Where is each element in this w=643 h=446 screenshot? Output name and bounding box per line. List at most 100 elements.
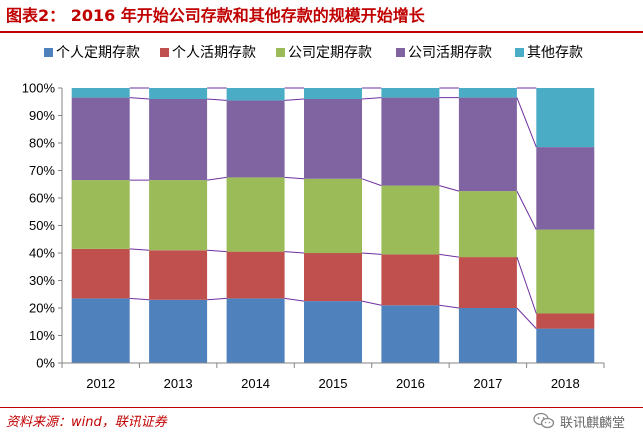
x-axis: 2012 2013 2014 2015 2016 2017 2018 <box>61 362 605 391</box>
y-tick-label: 30% <box>29 273 55 288</box>
series-lines <box>129 87 537 329</box>
chart-title: 图表2： 2016 年开始公司存款和其他存款的规模开始增长 <box>6 6 425 25</box>
series-1 <box>71 298 595 364</box>
wechat-icon <box>533 412 555 429</box>
series-line <box>284 176 305 180</box>
bar-segment <box>226 100 285 178</box>
series-line <box>129 97 150 100</box>
series-line <box>516 256 537 314</box>
legend-label: 公司活期存款 <box>408 45 492 61</box>
legend-item: 公司活期存款 <box>396 45 492 61</box>
x-tick-label: 2018 <box>551 376 580 391</box>
watermark: 联讯麒麟堂 <box>533 409 625 433</box>
x-tick-label: 2013 <box>164 376 193 391</box>
y-tick-label: 90% <box>29 108 55 123</box>
legend-item: 公司定期存款 <box>276 45 372 61</box>
x-tick-label: 2016 <box>396 376 425 391</box>
series-line <box>361 300 382 306</box>
bar-segment <box>71 248 130 299</box>
bar-segment <box>381 185 440 255</box>
bar-segment <box>381 254 440 306</box>
bar-segment <box>149 180 208 251</box>
bar-segment <box>458 97 517 192</box>
y-tick-label: 50% <box>29 218 55 233</box>
series-line <box>439 185 460 192</box>
bar-segment <box>71 298 130 363</box>
legend-swatch <box>160 48 169 57</box>
bar-segment <box>71 88 130 98</box>
series-line <box>129 297 150 301</box>
series-line <box>361 178 382 187</box>
y-tick-label: 40% <box>29 246 55 261</box>
series-line <box>207 249 227 253</box>
bar-segment <box>226 251 285 299</box>
bar-segment <box>381 97 440 186</box>
stacked-percent-bar-chart: 个人定期存款 个人活期存款 公司定期存款 公司活期存款 其他存款 0% 10% 20% 30%… <box>22 45 605 391</box>
series-5 <box>71 88 595 148</box>
legend-label: 其他存款 <box>527 45 583 61</box>
bar-segment <box>226 88 285 101</box>
legend-swatch <box>276 48 285 57</box>
legend-label: 公司定期存款 <box>288 45 372 61</box>
bar-segment <box>304 253 362 302</box>
title-divider <box>0 31 643 33</box>
series-2 <box>71 248 595 329</box>
watermark-text: 联讯麒麟堂 <box>559 415 625 431</box>
bar-segment <box>458 308 517 363</box>
y-tick-label: 20% <box>29 301 55 316</box>
series-3 <box>71 177 595 314</box>
bar-segment <box>381 305 440 364</box>
series-4 <box>71 97 595 230</box>
legend: 个人定期存款 个人活期存款 公司定期存款 公司活期存款 其他存款 <box>44 45 583 61</box>
series-line <box>129 248 150 251</box>
bar-segment <box>304 301 362 363</box>
bar-segment <box>149 88 208 99</box>
x-tick-label: 2015 <box>319 376 348 391</box>
legend-swatch <box>396 48 405 57</box>
bar-segment <box>149 299 208 364</box>
legend-item: 其他存款 <box>515 45 583 61</box>
y-tick-label: 10% <box>29 328 55 343</box>
bar-segment <box>536 328 595 363</box>
series-line <box>207 297 227 301</box>
series-line <box>284 98 305 101</box>
legend-item: 个人活期存款 <box>160 45 256 61</box>
series-line <box>361 252 382 255</box>
series-line <box>207 176 227 181</box>
bar-segment <box>149 99 208 181</box>
series-line <box>516 97 537 148</box>
series-line <box>516 307 537 329</box>
bar-segment <box>304 178 362 254</box>
series-line <box>439 304 459 309</box>
series-line <box>284 251 305 254</box>
legend-item: 个人定期存款 <box>44 45 140 61</box>
bar-segment <box>71 97 130 181</box>
bar-segment <box>381 88 440 98</box>
y-tick-label: 80% <box>29 136 55 151</box>
bar-segment <box>304 99 362 179</box>
y-tick-label: 70% <box>29 163 55 178</box>
x-tick-label: 2014 <box>241 376 270 391</box>
bar-segment <box>304 88 362 99</box>
y-tick-label: 100% <box>22 81 56 96</box>
bar-segment <box>536 88 595 148</box>
bar-segment <box>536 313 595 329</box>
legend-label: 个人活期存款 <box>172 45 256 61</box>
plot-area <box>71 87 595 364</box>
bar-segment <box>226 177 285 252</box>
bar-segment <box>536 147 595 230</box>
bar-segment <box>458 257 517 308</box>
legend-swatch <box>44 48 53 57</box>
bar-segment <box>226 298 285 363</box>
source-note: 资料来源：wind，联讯证券 <box>6 415 167 430</box>
y-tick-label: 60% <box>29 191 55 206</box>
bar-segment <box>149 250 208 300</box>
y-axis: 0% 10% 20% 30% 40% 50% 60% 70% 80% 90% 100% <box>22 81 63 371</box>
series-line <box>516 190 537 230</box>
x-tick-label: 2017 <box>473 376 502 391</box>
bar-segment <box>458 191 517 258</box>
footer-divider <box>0 407 643 408</box>
legend-label: 个人定期存款 <box>56 45 140 61</box>
series-line <box>284 297 305 302</box>
x-tick-label: 2012 <box>86 376 115 391</box>
